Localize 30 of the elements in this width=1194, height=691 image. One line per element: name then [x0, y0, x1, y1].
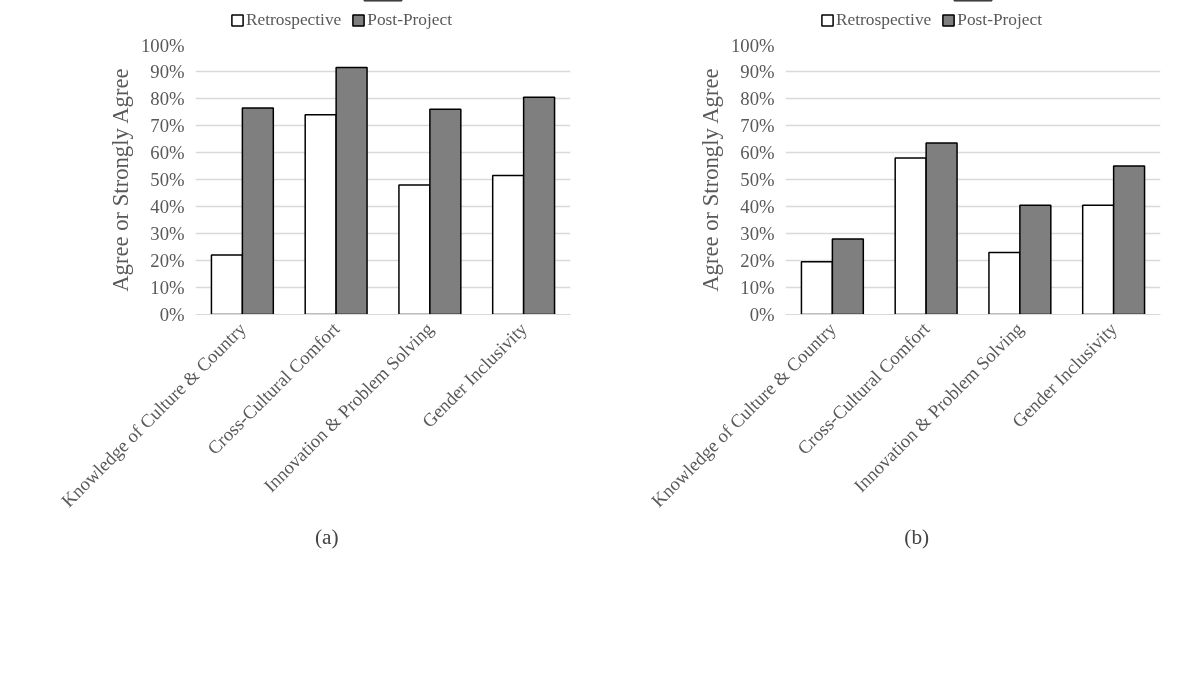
- legend-label: Post-Project: [957, 10, 1042, 30]
- y-tick-label: 100%: [730, 34, 775, 56]
- y-axis-title: Agree or Strongly Agree: [107, 68, 133, 292]
- text: (a): [314, 524, 339, 549]
- y-tick-label: 0%: [159, 304, 185, 325]
- y-tick-label: 90%: [150, 61, 185, 82]
- y-tick-label: 80%: [740, 88, 775, 109]
- y-tick-label: 20%: [740, 250, 775, 271]
- y-tick-label: 100%: [140, 34, 185, 56]
- text: (b): [904, 524, 930, 549]
- y-tick-label: 10%: [740, 277, 775, 298]
- y-tick-label: 50%: [150, 169, 185, 190]
- y-tick-label: 30%: [150, 223, 185, 244]
- y-tick-label: 80%: [150, 88, 185, 109]
- y-tick-label: 0%: [749, 304, 775, 325]
- legend-label: Post-Project: [367, 10, 452, 30]
- y-tick-label: 40%: [740, 196, 775, 217]
- legend-label: Retrospective: [246, 10, 342, 30]
- y-axis-title: Agree or Strongly Agree: [697, 68, 723, 292]
- y-tick-label: 50%: [740, 169, 775, 190]
- y-tick-label: 90%: [740, 61, 775, 82]
- y-tick-label: 60%: [740, 142, 775, 163]
- y-tick-label: 30%: [740, 223, 775, 244]
- legend-label: Retrospective: [836, 10, 932, 30]
- y-tick-label: 20%: [150, 250, 185, 271]
- y-tick-label: 70%: [740, 115, 775, 136]
- y-tick-label: 60%: [150, 142, 185, 163]
- y-tick-label: 10%: [150, 277, 185, 298]
- y-tick-label: 70%: [150, 115, 185, 136]
- y-tick-label: 40%: [150, 196, 185, 217]
